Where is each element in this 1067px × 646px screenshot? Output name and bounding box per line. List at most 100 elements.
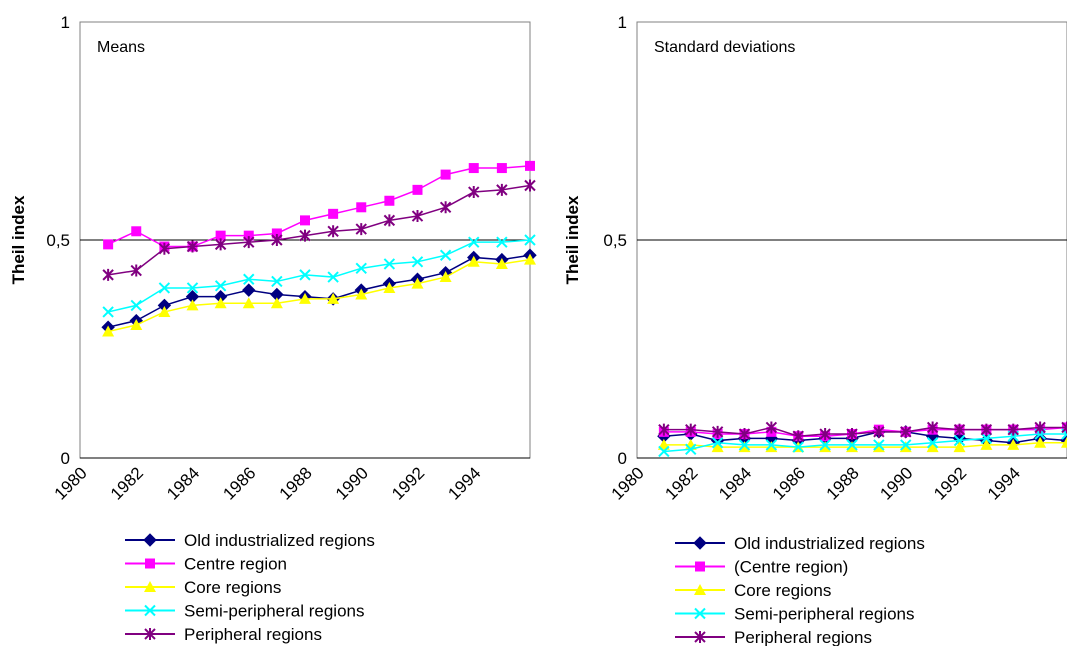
y-axis-title: Theil index — [9, 195, 28, 284]
x-tick-label: 1994 — [444, 463, 484, 503]
chart-panel-2: 0 0,5 1 1980 1982 1984 1986 1988 1990 1992 1994 The… — [563, 13, 1067, 646]
data-point — [496, 163, 507, 174]
data-point — [299, 229, 311, 242]
data-point — [384, 195, 395, 206]
legend-marker — [694, 607, 706, 620]
legend-marker — [693, 536, 707, 550]
x-tick-label: 1984 — [715, 463, 755, 503]
data-point — [846, 441, 858, 453]
data-point — [356, 202, 367, 213]
data-point — [711, 425, 724, 438]
data-point — [524, 179, 536, 192]
legend-entry: Core regions — [675, 581, 831, 600]
x-tick-label: 1990 — [332, 463, 372, 503]
x-tick-label: 1986 — [219, 463, 259, 503]
data-point — [243, 236, 255, 249]
data-point — [242, 283, 256, 297]
y-tick-label: 0,5 — [603, 231, 627, 250]
legend-marker — [143, 533, 157, 547]
legend-entry: Core regions — [125, 578, 281, 597]
data-point — [685, 423, 697, 436]
series-line — [663, 431, 1067, 444]
legend-label: Old industrialized regions — [184, 531, 375, 550]
data-point — [383, 214, 396, 227]
data-point — [411, 210, 424, 223]
legend-label: Old industrialized regions — [734, 534, 925, 553]
data-point — [711, 437, 724, 449]
legend-entry: Old industrialized regions — [125, 531, 375, 550]
series-line — [663, 426, 1067, 437]
data-point — [214, 238, 227, 251]
data-point — [953, 434, 966, 447]
y-tick-label: 0,5 — [46, 231, 70, 250]
data-point — [819, 439, 831, 451]
legend-label: Centre region — [184, 555, 287, 574]
data-point — [873, 439, 885, 451]
data-point — [524, 234, 536, 246]
data-point — [765, 439, 778, 451]
series-line — [108, 184, 531, 276]
legend-label: (Centre region) — [734, 558, 848, 577]
legend-label: Core regions — [184, 578, 281, 597]
data-point — [355, 288, 368, 300]
data-point — [980, 423, 993, 436]
data-point — [658, 445, 670, 458]
data-point — [328, 208, 339, 219]
data-point — [215, 230, 226, 241]
legend-marker — [695, 561, 705, 572]
data-point — [439, 249, 452, 261]
data-point — [953, 441, 966, 453]
series-core-regions — [102, 253, 536, 337]
data-point — [738, 439, 751, 451]
x-tick-label: 1980 — [608, 463, 648, 503]
data-point — [242, 297, 255, 309]
y-tick-label: 0 — [618, 449, 627, 468]
data-point — [300, 215, 310, 226]
data-point — [1007, 438, 1020, 450]
data-point — [383, 281, 396, 293]
legend-marker — [694, 584, 706, 595]
data-point — [524, 253, 536, 265]
data-point — [411, 277, 424, 289]
data-point — [1007, 423, 1019, 436]
data-point — [130, 319, 143, 331]
x-tick-label: 1982 — [107, 463, 147, 503]
series-line — [107, 258, 531, 333]
data-point — [299, 292, 311, 304]
data-point — [926, 421, 939, 434]
data-point — [468, 163, 479, 174]
data-point — [412, 184, 423, 195]
legend-marker — [145, 558, 155, 569]
data-point — [271, 228, 282, 239]
data-point — [103, 239, 114, 250]
data-point — [270, 297, 283, 309]
data-point — [327, 292, 340, 304]
data-point — [131, 226, 142, 237]
data-point — [496, 183, 508, 196]
chart-panel-1: 0 0,5 1 1980 1982 1984 1986 1988 1990 1992 1994 The… — [9, 13, 537, 644]
series-line — [107, 239, 531, 313]
data-point — [383, 258, 396, 270]
data-point — [186, 282, 199, 294]
x-tick-label: 1992 — [930, 463, 970, 503]
data-point — [1034, 436, 1047, 448]
data-point — [873, 425, 885, 438]
data-point — [468, 236, 480, 248]
data-point — [819, 441, 832, 453]
data-point — [900, 439, 912, 451]
y-tick-label: 0 — [61, 449, 70, 468]
data-point — [271, 275, 283, 288]
data-point — [980, 432, 993, 445]
y-tick-label: 1 — [61, 13, 70, 32]
data-point — [899, 441, 912, 453]
x-tick-label: 1980 — [51, 463, 91, 503]
data-point — [158, 242, 171, 255]
data-point — [102, 306, 114, 318]
data-point — [271, 234, 283, 246]
data-point — [299, 269, 311, 281]
legend-entry: Semi-peripheral regions — [675, 605, 914, 624]
legend-entry: Peripheral regions — [675, 628, 872, 646]
data-point — [1061, 436, 1067, 448]
data-point — [158, 282, 171, 294]
